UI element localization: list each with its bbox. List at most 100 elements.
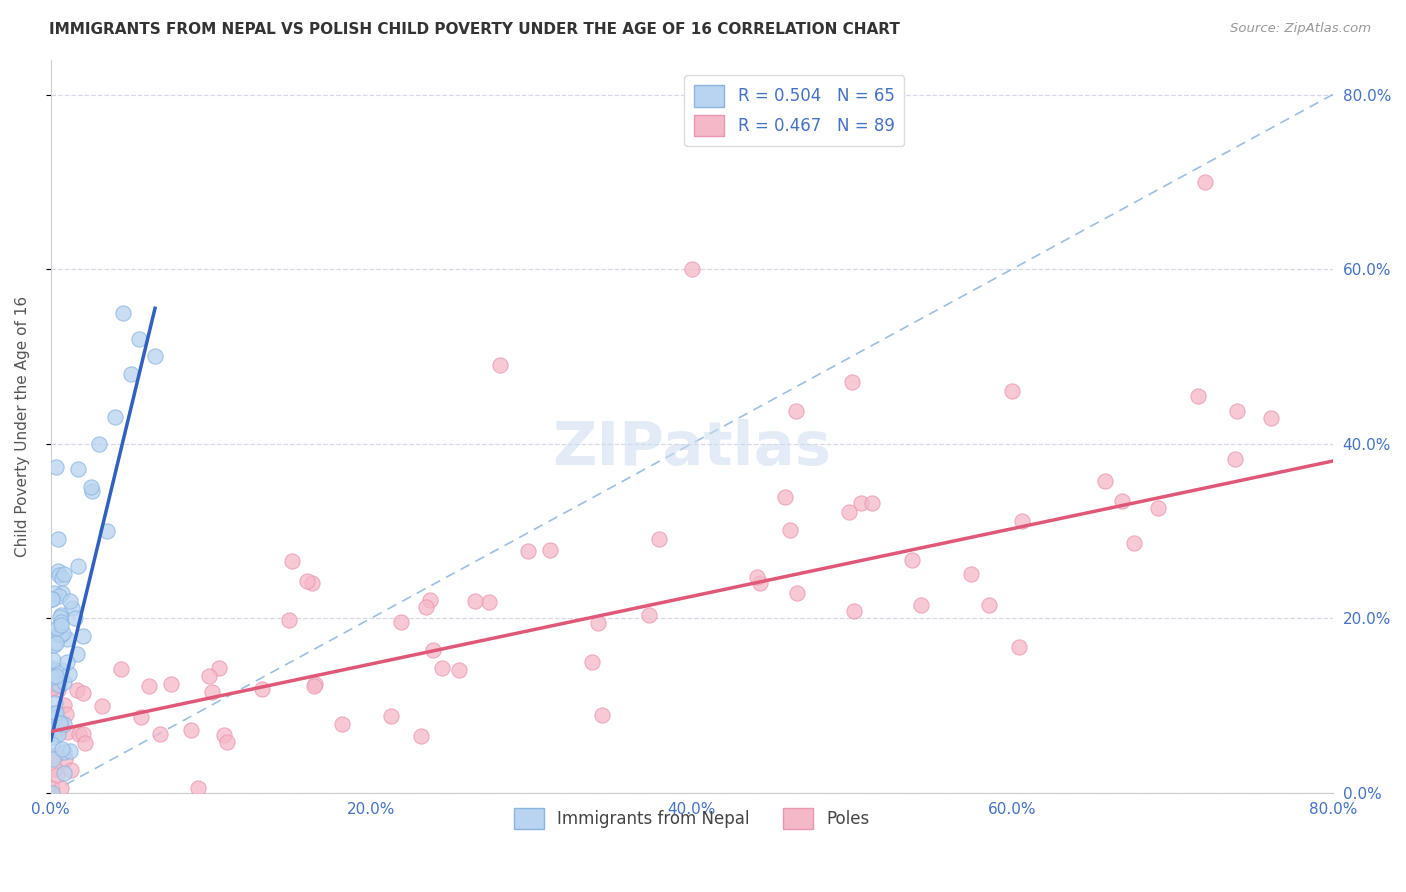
- Point: [51, 615, 73, 629]
- Point: [41, 786, 63, 800]
- Point: [159, 676, 181, 690]
- Point: [1094, 474, 1116, 488]
- Point: [1001, 384, 1024, 399]
- Point: [73, 736, 96, 750]
- Point: [464, 594, 486, 608]
- Point: [55, 707, 77, 722]
- Point: [281, 554, 304, 568]
- Point: [1260, 411, 1282, 425]
- Point: [59, 593, 82, 607]
- Point: [786, 586, 808, 600]
- Point: [59, 763, 82, 777]
- Point: [41, 670, 63, 684]
- Point: [901, 553, 924, 567]
- Point: [60, 600, 83, 615]
- Point: [111, 306, 134, 320]
- Point: [44, 696, 66, 710]
- Point: [80, 483, 103, 498]
- Point: [45, 636, 67, 650]
- Point: [53, 752, 76, 766]
- Point: [960, 566, 983, 581]
- Point: [72, 727, 94, 741]
- Point: [128, 332, 150, 346]
- Point: [681, 262, 703, 277]
- Point: [41, 681, 63, 695]
- Point: [66, 462, 89, 476]
- Legend: Immigrants from Nepal, Poles: Immigrants from Nepal, Poles: [508, 801, 876, 836]
- Point: [53, 717, 76, 731]
- Point: [48, 567, 70, 582]
- Point: [860, 496, 883, 510]
- Text: IMMIGRANTS FROM NEPAL VS POLISH CHILD POVERTY UNDER THE AGE OF 16 CORRELATION CH: IMMIGRANTS FROM NEPAL VS POLISH CHILD PO…: [49, 22, 900, 37]
- Point: [838, 505, 860, 519]
- Point: [1226, 404, 1249, 418]
- Point: [1011, 514, 1033, 528]
- Point: [295, 574, 318, 588]
- Y-axis label: Child Poverty Under the Age of 16: Child Poverty Under the Age of 16: [15, 295, 30, 557]
- Point: [49, 715, 72, 730]
- Point: [41, 660, 63, 674]
- Point: [910, 599, 932, 613]
- Point: [49, 609, 72, 624]
- Point: [747, 570, 769, 584]
- Point: [217, 735, 239, 749]
- Point: [301, 575, 323, 590]
- Point: [52, 698, 75, 712]
- Text: Source: ZipAtlas.com: Source: ZipAtlas.com: [1230, 22, 1371, 36]
- Point: [187, 781, 209, 796]
- Point: [212, 728, 235, 742]
- Point: [1187, 389, 1209, 403]
- Point: [104, 410, 127, 425]
- Point: [785, 403, 807, 417]
- Point: [67, 727, 90, 741]
- Point: [45, 621, 67, 635]
- Point: [779, 523, 801, 537]
- Point: [304, 677, 326, 691]
- Point: [110, 662, 132, 676]
- Point: [52, 626, 75, 640]
- Point: [45, 460, 67, 475]
- Point: [46, 564, 69, 578]
- Point: [51, 585, 73, 599]
- Point: [48, 678, 70, 692]
- Point: [58, 667, 80, 681]
- Point: [415, 600, 437, 615]
- Point: [42, 730, 65, 744]
- Point: [72, 686, 94, 700]
- Point: [1225, 452, 1247, 467]
- Point: [46, 768, 69, 782]
- Point: [581, 655, 603, 669]
- Point: [52, 675, 75, 690]
- Point: [41, 721, 63, 735]
- Point: [45, 706, 67, 720]
- Point: [48, 626, 70, 640]
- Point: [129, 710, 152, 724]
- Point: [138, 680, 160, 694]
- Point: [1008, 640, 1031, 654]
- Point: [44, 762, 66, 776]
- Point: [49, 607, 72, 622]
- Point: [977, 598, 1000, 612]
- Point: [49, 781, 72, 796]
- Point: [56, 632, 79, 646]
- Point: [53, 765, 76, 780]
- Point: [72, 629, 94, 643]
- Point: [1111, 494, 1133, 508]
- Point: [430, 661, 453, 675]
- Point: [46, 726, 69, 740]
- Point: [42, 586, 65, 600]
- Point: [517, 544, 540, 558]
- Point: [149, 727, 172, 741]
- Point: [538, 542, 561, 557]
- Point: [180, 723, 202, 737]
- Point: [488, 358, 510, 372]
- Point: [96, 524, 118, 538]
- Point: [1194, 175, 1216, 189]
- Point: [42, 639, 65, 653]
- Point: [143, 349, 166, 363]
- Point: [447, 663, 470, 677]
- Point: [849, 496, 872, 510]
- Point: [51, 571, 73, 585]
- Point: [80, 480, 103, 494]
- Point: [41, 737, 63, 751]
